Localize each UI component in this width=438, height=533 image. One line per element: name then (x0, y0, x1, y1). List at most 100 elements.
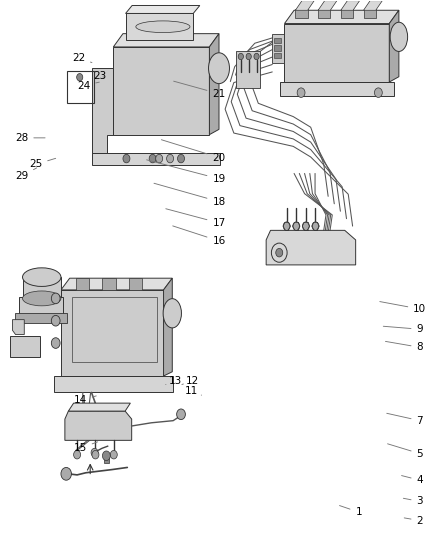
Text: 12: 12 (182, 376, 199, 386)
Text: 17: 17 (166, 209, 226, 228)
Text: 10: 10 (380, 302, 427, 314)
Polygon shape (272, 34, 285, 63)
Bar (274, 38, 281, 43)
Circle shape (155, 155, 162, 163)
Ellipse shape (390, 22, 408, 52)
Circle shape (110, 450, 117, 459)
Text: 13: 13 (166, 376, 182, 386)
Text: 18: 18 (154, 183, 226, 207)
Polygon shape (280, 82, 394, 96)
Circle shape (293, 222, 300, 230)
Circle shape (302, 222, 309, 230)
Text: 19: 19 (147, 160, 226, 184)
Text: 24: 24 (77, 81, 99, 91)
Circle shape (149, 155, 156, 163)
Text: 23: 23 (94, 71, 107, 81)
Bar (23, 277, 60, 300)
Text: 11: 11 (185, 386, 201, 397)
Polygon shape (12, 320, 24, 335)
Circle shape (74, 450, 81, 459)
Text: 3: 3 (403, 496, 423, 506)
Bar (318, 9, 330, 18)
Text: 5: 5 (388, 444, 423, 458)
Polygon shape (364, 1, 382, 10)
Text: 9: 9 (383, 324, 423, 334)
Text: 4: 4 (402, 475, 423, 485)
Circle shape (77, 74, 83, 81)
Circle shape (51, 316, 60, 326)
Circle shape (276, 248, 283, 257)
Polygon shape (65, 411, 132, 440)
Bar (104, 454, 109, 463)
Polygon shape (341, 1, 360, 10)
Circle shape (51, 338, 60, 349)
Circle shape (246, 53, 251, 60)
Bar (102, 278, 116, 290)
Polygon shape (92, 154, 220, 165)
Ellipse shape (22, 291, 61, 306)
Bar (72, 297, 157, 362)
Circle shape (374, 88, 382, 98)
Ellipse shape (136, 21, 190, 33)
Bar (67, 71, 94, 103)
Ellipse shape (22, 268, 61, 286)
Circle shape (177, 409, 185, 419)
Polygon shape (61, 278, 172, 290)
Text: 7: 7 (387, 413, 423, 426)
Bar (274, 45, 281, 51)
Text: 8: 8 (385, 342, 423, 352)
Text: 14: 14 (74, 395, 96, 406)
Bar (274, 53, 281, 58)
Circle shape (166, 155, 173, 163)
Polygon shape (61, 290, 163, 376)
Text: 29: 29 (15, 168, 37, 181)
Circle shape (51, 293, 60, 304)
Circle shape (238, 53, 244, 60)
Polygon shape (266, 230, 356, 265)
Polygon shape (295, 1, 314, 10)
Ellipse shape (163, 298, 181, 328)
Bar (341, 9, 353, 18)
Circle shape (283, 222, 290, 230)
Circle shape (177, 155, 184, 163)
Circle shape (312, 222, 319, 230)
Bar (364, 9, 376, 18)
Polygon shape (126, 5, 200, 13)
Bar (295, 9, 307, 18)
Bar (11, 336, 40, 357)
Bar (129, 278, 142, 290)
Text: 16: 16 (173, 226, 226, 246)
Polygon shape (209, 34, 219, 135)
Polygon shape (113, 34, 219, 47)
Text: 28: 28 (15, 133, 45, 143)
Circle shape (297, 88, 305, 98)
Polygon shape (285, 23, 389, 82)
Bar (14, 313, 67, 323)
Polygon shape (236, 51, 260, 88)
Polygon shape (163, 278, 172, 376)
Polygon shape (389, 10, 399, 82)
Polygon shape (54, 376, 173, 392)
Text: 22: 22 (72, 53, 92, 63)
Text: 15: 15 (74, 442, 98, 453)
Circle shape (92, 450, 99, 459)
Bar (19, 297, 63, 321)
Text: 21: 21 (173, 81, 226, 99)
Bar (76, 278, 89, 290)
Circle shape (91, 448, 98, 457)
Circle shape (102, 451, 110, 461)
Circle shape (61, 467, 71, 480)
Polygon shape (285, 10, 399, 23)
Polygon shape (126, 13, 193, 40)
Polygon shape (92, 68, 113, 154)
Text: 25: 25 (29, 158, 56, 169)
Text: 2: 2 (404, 515, 423, 526)
Polygon shape (318, 1, 337, 10)
Ellipse shape (208, 53, 230, 84)
Circle shape (123, 155, 130, 163)
Text: 1: 1 (339, 506, 362, 517)
Polygon shape (113, 47, 209, 135)
Text: 20: 20 (161, 140, 226, 163)
Polygon shape (68, 403, 131, 411)
Circle shape (254, 53, 259, 60)
